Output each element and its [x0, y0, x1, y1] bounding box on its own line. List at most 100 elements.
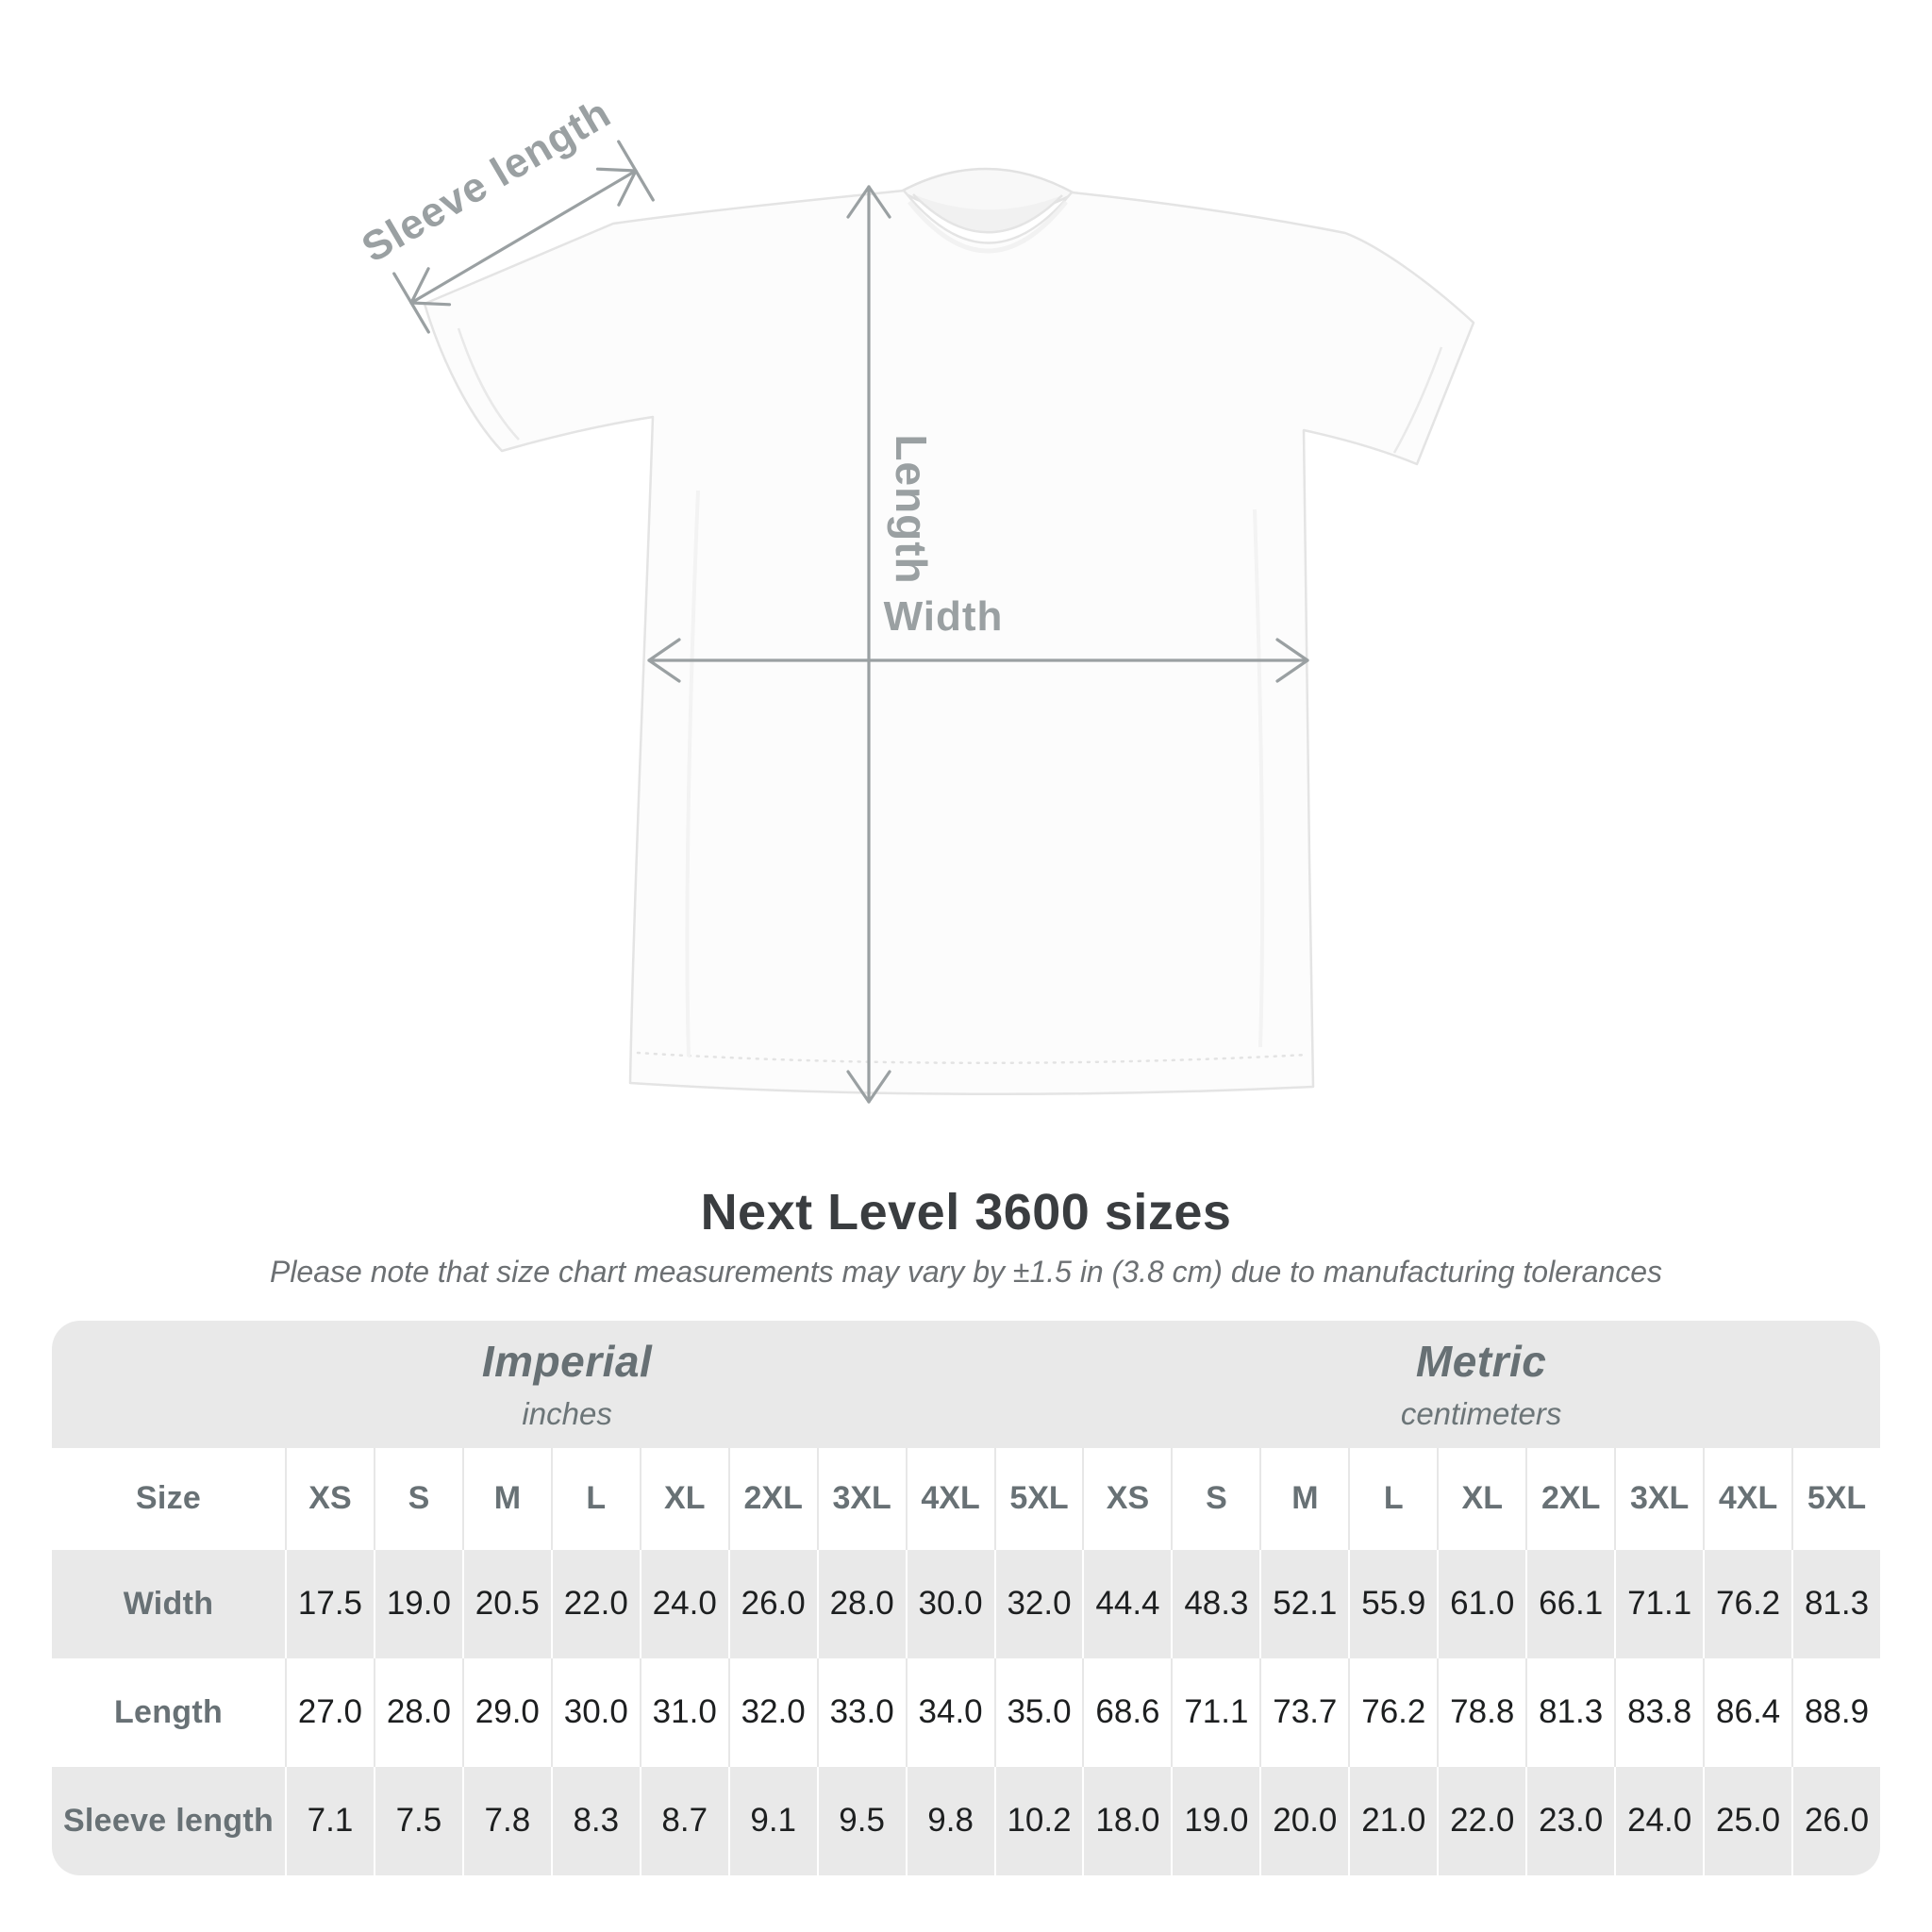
size-col-header: 5XL [993, 1447, 1083, 1550]
measurement-cell: 26.0 [1791, 1766, 1880, 1875]
measurement-cell: 88.9 [1791, 1657, 1880, 1767]
measurement-cell: 32.0 [993, 1549, 1083, 1658]
measurement-cell: 20.5 [461, 1549, 551, 1658]
measurement-cell: 9.8 [905, 1766, 994, 1875]
page-title: Next Level 3600 sizes [700, 1184, 1232, 1241]
measurement-cell: 81.3 [1525, 1657, 1614, 1767]
measurement-cell: 71.1 [1171, 1657, 1259, 1767]
measurement-cell: 7.5 [373, 1766, 462, 1875]
measurement-cell: 61.0 [1437, 1549, 1525, 1658]
size-col-header: 4XL [1703, 1447, 1791, 1550]
measurement-cell: 19.0 [373, 1549, 462, 1658]
measurement-cell: 24.0 [1614, 1766, 1703, 1875]
measurement-cell: 8.7 [639, 1766, 728, 1875]
measurement-cell: 48.3 [1171, 1549, 1259, 1658]
measurement-cell: 30.0 [550, 1657, 640, 1767]
row-label: Width [123, 1585, 214, 1622]
size-col-header: XS [285, 1447, 374, 1550]
measurement-cell: 9.1 [727, 1766, 817, 1875]
measurement-cell: 24.0 [639, 1549, 728, 1658]
measurement-cell: 76.2 [1703, 1549, 1791, 1658]
measurement-cell: 28.0 [816, 1549, 906, 1658]
imperial-title: Imperial [481, 1337, 653, 1387]
row-label: Sleeve length [62, 1802, 275, 1839]
fabric-crease-left [685, 490, 700, 1058]
width-arrow [647, 638, 1309, 683]
width-label: Width [884, 593, 1004, 640]
size-col-header: L [1348, 1447, 1437, 1550]
measurement-cell: 27.0 [285, 1657, 374, 1767]
measurement-cell: 33.0 [816, 1657, 906, 1767]
measurement-cell: 68.6 [1082, 1657, 1171, 1767]
size-col-header: S [373, 1447, 462, 1550]
size-col-header: 5XL [1791, 1447, 1880, 1550]
measurement-cell: 55.9 [1348, 1549, 1437, 1658]
size-col-header: 3XL [816, 1447, 906, 1550]
measurement-cell: 29.0 [461, 1657, 551, 1767]
bottom-hem-stitch [636, 1051, 1309, 1065]
measurement-cell: 44.4 [1082, 1549, 1171, 1658]
size-col-header: XL [639, 1447, 728, 1550]
measurement-cell: 73.7 [1259, 1657, 1348, 1767]
tshirt-neck-shadow [908, 200, 1068, 254]
metric-title: Metric [1415, 1337, 1547, 1387]
size-row-label: Size [135, 1480, 202, 1517]
measurement-cell: 20.0 [1259, 1766, 1348, 1875]
units-header-row: Imperial inches Metric centimeters [52, 1320, 1880, 1448]
measurement-cell: 78.8 [1437, 1657, 1525, 1767]
measurement-cell: 71.1 [1614, 1549, 1703, 1658]
size-col-header: M [461, 1447, 551, 1550]
measurement-cell: 28.0 [373, 1657, 462, 1767]
metric-section-header: Metric centimeters [1082, 1321, 1880, 1448]
sleeve-length-arrow [392, 140, 655, 334]
measurement-cell: 7.1 [285, 1766, 374, 1875]
size-chart-table: Imperial inches Metric centimeters Size … [52, 1320, 1880, 1875]
size-col-header: 2XL [1525, 1447, 1614, 1550]
measurement-cell: 8.3 [550, 1766, 640, 1875]
size-header-row: Size XS S M L XL 2XL 3XL 4XL 5XL XS S M L XL 2XL 3XL 4XL… [52, 1447, 1880, 1550]
table-row-sleeve-length: Sleeve length 7.1 7.5 7.8 8.3 8.7 9.1 9.5 9.8 10… [52, 1766, 1880, 1875]
measurement-cell: 30.0 [905, 1549, 994, 1658]
measurement-cell: 35.0 [993, 1657, 1083, 1767]
measurement-cell: 81.3 [1791, 1549, 1880, 1658]
table-row-width: Width 17.5 19.0 20.5 22.0 24.0 26.0 28.0 30.0 32… [52, 1549, 1880, 1658]
tshirt-neck-ribbing [912, 193, 1063, 234]
measurement-cell: 86.4 [1703, 1657, 1791, 1767]
measurement-cell: 18.0 [1082, 1766, 1171, 1875]
tolerance-note: Please note that size chart measurements… [269, 1255, 1663, 1290]
measurement-cell: 31.0 [639, 1657, 728, 1767]
title-block: Next Level 3600 sizes Please note that s… [0, 1183, 1932, 1292]
imperial-unit: inches [522, 1396, 612, 1432]
measurement-cell: 25.0 [1703, 1766, 1791, 1875]
metric-unit: centimeters [1400, 1396, 1562, 1432]
measurement-cell: 32.0 [727, 1657, 817, 1767]
size-col-header: 3XL [1614, 1447, 1703, 1550]
tshirt-graphic [423, 189, 1475, 1096]
length-arrow [846, 185, 891, 1104]
tshirt-diagram: Sleeve length Length Width [354, 90, 1475, 1104]
measurement-cell: 34.0 [905, 1657, 994, 1767]
left-sleeve-seam [457, 327, 520, 441]
table-row-length: Length 27.0 28.0 29.0 30.0 31.0 32.0 33.0 34.0 3… [52, 1657, 1880, 1767]
measurement-cell: 19.0 [1171, 1766, 1259, 1875]
measurement-cell: 17.5 [285, 1549, 374, 1658]
measurement-cell: 76.2 [1348, 1657, 1437, 1767]
measurement-cell: 26.0 [727, 1549, 817, 1658]
row-label: Length [113, 1693, 224, 1730]
measurement-cell: 52.1 [1259, 1549, 1348, 1658]
size-col-header: 4XL [905, 1447, 994, 1550]
measurement-cell: 66.1 [1525, 1549, 1614, 1658]
right-sleeve-seam [1392, 346, 1443, 454]
measurement-cell: 9.5 [816, 1766, 906, 1875]
size-col-header: 2XL [727, 1447, 817, 1550]
length-label: Length [887, 434, 936, 584]
measurement-cell: 22.0 [1437, 1766, 1525, 1875]
measurement-cell: 22.0 [550, 1549, 640, 1658]
size-col-header: XL [1437, 1447, 1525, 1550]
size-col-header: XS [1082, 1447, 1171, 1550]
size-col-header: M [1259, 1447, 1348, 1550]
measurement-cell: 7.8 [461, 1766, 551, 1875]
size-col-header: S [1171, 1447, 1259, 1550]
measurement-cell: 10.2 [993, 1766, 1083, 1875]
